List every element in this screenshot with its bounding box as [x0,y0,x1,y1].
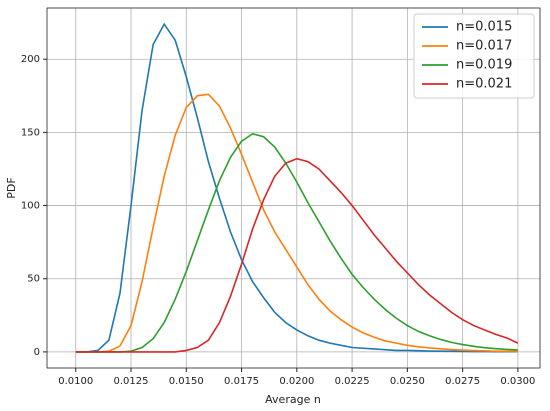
x-tick-label: 0.0225 [335,376,370,387]
x-tick-label: 0.0275 [445,376,480,387]
y-tick-label: 100 [21,201,40,212]
legend-label: n=0.015 [456,20,512,35]
line-series [75,22,518,353]
x-tick-label: 0.0100 [58,376,93,387]
x-tick-label: 0.0200 [279,376,314,387]
legend-label: n=0.019 [456,58,512,73]
y-tick-label: 200 [21,54,40,65]
legend: n=0.015 n=0.017 n=0.019 n=0.021 [413,13,535,99]
x-axis-label: Average n [265,393,321,406]
x-tick-label: 0.0175 [224,376,259,387]
y-tick-label: 150 [21,127,40,138]
line-series [75,132,518,353]
x-tick-label: 0.0125 [114,376,149,387]
x-tick-label: 0.0250 [390,376,425,387]
y-tick-label: 50 [27,274,40,285]
line-series [75,93,518,353]
y-tick-label: 0 [34,347,40,358]
x-tick-label: 0.0150 [169,376,204,387]
x-tick-label: 0.0300 [500,376,535,387]
line-series [75,157,519,353]
legend-label: n=0.017 [456,39,512,54]
legend-frame [413,13,535,99]
legend-label: n=0.021 [456,77,512,92]
plot-frame [46,7,541,369]
y-axis-label: PDF [5,177,18,198]
